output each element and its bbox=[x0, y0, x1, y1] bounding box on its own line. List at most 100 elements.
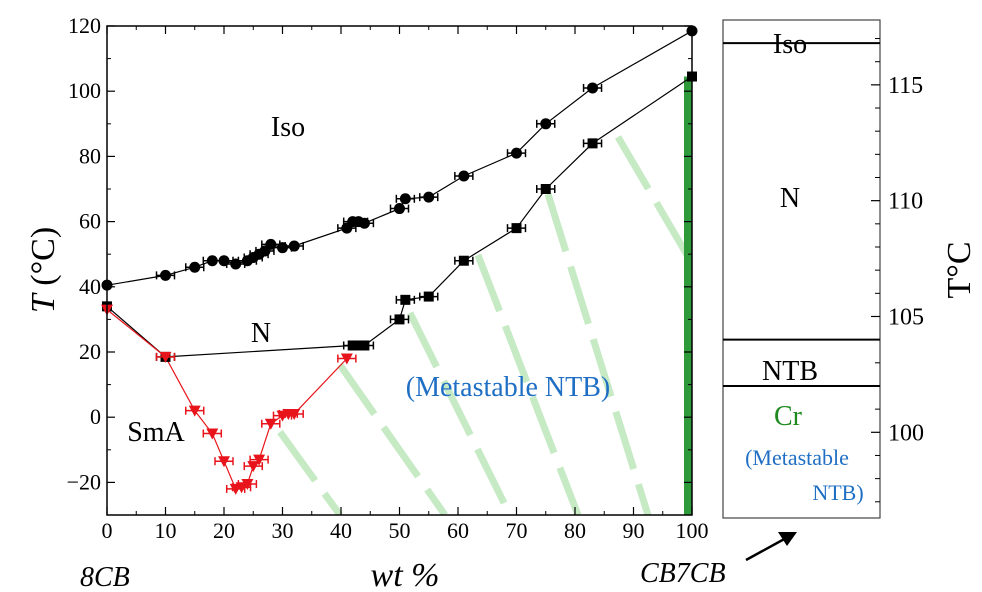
data-point bbox=[354, 340, 375, 351]
x-tick-label: 80 bbox=[564, 518, 586, 543]
y-tick-label: −20 bbox=[67, 469, 101, 494]
data-point bbox=[389, 314, 410, 325]
y-tick-label: 100 bbox=[68, 78, 101, 103]
level-label-ntb: NTB bbox=[762, 356, 818, 387]
triangle-marker bbox=[247, 461, 260, 473]
data-point bbox=[454, 170, 474, 182]
x-tick-label: 20 bbox=[213, 518, 235, 543]
y-axis-label-var: T bbox=[25, 292, 62, 313]
circle-marker bbox=[458, 170, 470, 182]
x-tick-label: 0 bbox=[102, 518, 113, 543]
data-point bbox=[536, 184, 556, 194]
right-tick-label: 105 bbox=[888, 304, 924, 330]
data-markers bbox=[101, 25, 698, 495]
fit-curve bbox=[107, 30, 692, 286]
data-point bbox=[419, 191, 439, 203]
data-point bbox=[354, 217, 375, 229]
right-tick-label: 110 bbox=[888, 189, 923, 215]
level-label-n: N bbox=[780, 183, 800, 214]
metastable-hatch bbox=[277, 135, 692, 515]
circle-marker bbox=[399, 193, 411, 205]
square-marker bbox=[423, 291, 434, 302]
hatch-stripe bbox=[544, 192, 652, 515]
hatch-stripe bbox=[474, 253, 582, 515]
square-marker bbox=[400, 294, 411, 305]
y-tick-label: 20 bbox=[79, 339, 101, 364]
transition-lines bbox=[723, 42, 880, 387]
data-point bbox=[261, 418, 281, 430]
data-point bbox=[582, 82, 603, 94]
x-end-label-right: CB7CB bbox=[640, 558, 726, 589]
hatch-stripe bbox=[406, 311, 514, 515]
circle-marker bbox=[189, 261, 201, 273]
right-axis: 100 105 110 115 bbox=[871, 38, 924, 503]
level-label-metastable-1: (Metastable bbox=[745, 445, 849, 470]
data-point bbox=[185, 261, 205, 273]
data-point bbox=[395, 294, 416, 305]
data-point bbox=[582, 138, 603, 149]
circle-marker bbox=[394, 203, 405, 215]
panel-frame bbox=[722, 19, 881, 519]
triangle-marker bbox=[288, 408, 301, 420]
data-point bbox=[284, 240, 304, 252]
square-marker bbox=[359, 340, 370, 351]
data-point bbox=[249, 454, 269, 466]
square-marker bbox=[458, 255, 469, 266]
circle-marker bbox=[358, 217, 370, 229]
y-tick-label: 60 bbox=[79, 209, 101, 234]
x-tick-label: 60 bbox=[447, 518, 469, 543]
x-tick-label: 30 bbox=[272, 518, 294, 543]
level-label-cr: Cr bbox=[774, 401, 803, 432]
y-axis-label-unit: (°C) bbox=[25, 227, 62, 294]
circle-marker bbox=[511, 147, 522, 159]
square-marker bbox=[394, 314, 405, 325]
data-point bbox=[214, 456, 234, 468]
region-label-sma: SmA bbox=[127, 417, 185, 448]
hatch-stripe bbox=[337, 362, 448, 515]
y-axis-label: T (°C) bbox=[25, 227, 62, 313]
data-point bbox=[506, 147, 527, 159]
circle-marker bbox=[160, 269, 171, 281]
fit-curves bbox=[107, 30, 692, 490]
triangle-marker bbox=[206, 428, 219, 440]
right-tick-label: 100 bbox=[888, 420, 924, 446]
phase-diagram-chart: 0 10 20 30 40 50 60 70 80 90 100−20020406080100120… bbox=[25, 13, 797, 592]
circle-marker bbox=[277, 242, 288, 254]
x-tick-label: 100 bbox=[676, 518, 709, 543]
right-axis-label: T°C bbox=[941, 241, 978, 298]
x-tick-label: 50 bbox=[389, 518, 411, 543]
arrow-icon bbox=[745, 532, 797, 562]
data-point bbox=[506, 223, 527, 234]
triangle-marker bbox=[218, 456, 230, 468]
y-tick-label: 120 bbox=[68, 13, 101, 38]
data-point bbox=[389, 203, 410, 215]
cb7cb-phase-panel: 100 105 110 115 T°C Iso N NTB Cr (Metastabl… bbox=[722, 19, 978, 519]
y-tick-label: 80 bbox=[79, 143, 101, 168]
circle-marker bbox=[540, 118, 552, 130]
y-tick-label: 0 bbox=[90, 404, 101, 429]
data-point bbox=[185, 405, 205, 417]
x-tick-label: 40 bbox=[330, 518, 352, 543]
data-point bbox=[454, 255, 474, 266]
circle-marker bbox=[587, 82, 599, 94]
data-point bbox=[536, 118, 556, 130]
data-point bbox=[284, 408, 304, 420]
right-tick-label: 115 bbox=[888, 73, 923, 99]
square-marker bbox=[540, 184, 551, 194]
region-label-n: N bbox=[251, 318, 271, 349]
triangle-marker bbox=[241, 479, 254, 491]
data-point bbox=[155, 351, 176, 363]
data-point bbox=[243, 461, 263, 473]
triangle-marker bbox=[264, 418, 277, 430]
data-point bbox=[155, 269, 176, 281]
hatch-stripe bbox=[614, 135, 692, 262]
level-label-metastable-2: NTB) bbox=[812, 480, 863, 505]
circle-marker bbox=[288, 240, 300, 252]
triangle-marker bbox=[253, 454, 266, 466]
x-tick-label: 10 bbox=[155, 518, 177, 543]
square-marker bbox=[587, 138, 598, 149]
hatch-stripe bbox=[277, 429, 343, 515]
data-point bbox=[237, 479, 258, 491]
data-point bbox=[419, 291, 439, 302]
